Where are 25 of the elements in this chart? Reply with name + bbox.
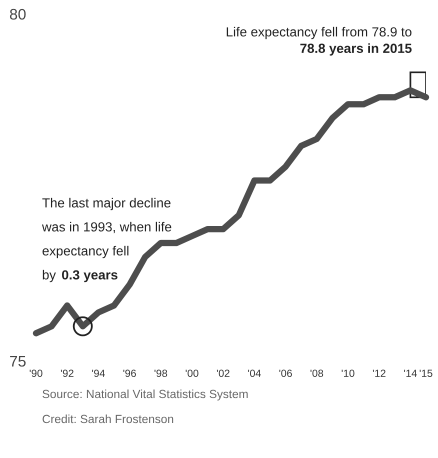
x-tick-label: '10 <box>342 370 354 377</box>
annotation: 0.3 years <box>62 270 118 282</box>
annotation: The last major decline <box>42 198 170 210</box>
x-tick-label: '14 <box>404 370 417 377</box>
source-note: Source: National Vital Statistics System <box>42 389 248 401</box>
annotation: Life expectancy fell from 78.9 to <box>226 26 412 40</box>
x-tick-label: '06 <box>279 370 292 377</box>
x-tick-label: '98 <box>154 370 168 377</box>
x-tick-label: '08 <box>310 370 324 377</box>
x-tick-label: '00 <box>186 370 198 377</box>
annotation: by <box>42 270 56 282</box>
x-tick-label: '12 <box>372 370 386 377</box>
annotation: expectancy fell <box>42 246 128 258</box>
y-tick-label: 80 <box>10 8 26 20</box>
x-tick-label: '04 <box>248 370 261 377</box>
y-tick-label: 75 <box>10 356 26 367</box>
annotation: was in 1993, when life <box>42 222 172 234</box>
x-tick-label: '15 <box>420 370 432 377</box>
x-tick-label: '94 <box>92 370 105 377</box>
annotation: 78.8 years in 2015 <box>300 43 412 56</box>
x-tick-label: '96 <box>123 370 136 377</box>
x-tick-label: '90 <box>30 370 42 377</box>
x-tick-label: '02 <box>216 370 230 377</box>
text: Credit: Sarah Frostenson <box>42 414 174 424</box>
x-tick-label: '92 <box>60 370 74 377</box>
